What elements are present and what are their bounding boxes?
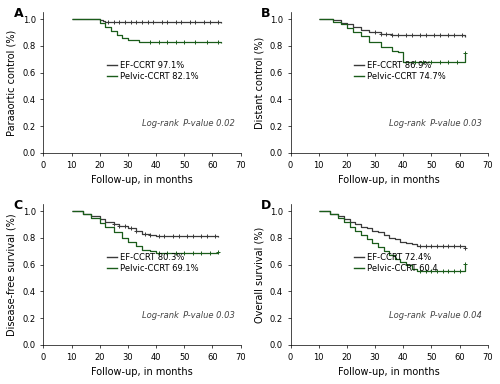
X-axis label: Follow-up, in months: Follow-up, in months — [91, 367, 193, 377]
Legend: EF-CCRT 72.4%, Pelvic-CCRT 60.4: EF-CCRT 72.4%, Pelvic-CCRT 60.4 — [354, 253, 438, 273]
Y-axis label: Distant control (%): Distant control (%) — [254, 36, 264, 129]
Text: Log-rank  P-value 0.04: Log-rank P-value 0.04 — [389, 311, 482, 319]
Text: Log-rank  P-value 0.02: Log-rank P-value 0.02 — [142, 119, 234, 127]
Text: C: C — [14, 199, 23, 212]
Y-axis label: Paraaortic control (%): Paraaortic control (%) — [7, 30, 17, 136]
Legend: EF-CCRT 80.3%, Pelvic-CCRT 69.1%: EF-CCRT 80.3%, Pelvic-CCRT 69.1% — [106, 253, 198, 273]
Text: D: D — [261, 199, 272, 212]
Legend: EF-CCRT 97.1%, Pelvic-CCRT 82.1%: EF-CCRT 97.1%, Pelvic-CCRT 82.1% — [106, 61, 198, 81]
X-axis label: Follow-up, in months: Follow-up, in months — [338, 367, 440, 377]
Legend: EF-CCRT 86.9%, Pelvic-CCRT 74.7%: EF-CCRT 86.9%, Pelvic-CCRT 74.7% — [354, 61, 446, 81]
X-axis label: Follow-up, in months: Follow-up, in months — [91, 175, 193, 185]
Text: B: B — [261, 7, 270, 20]
Text: A: A — [14, 7, 24, 20]
Y-axis label: Overall survival (%): Overall survival (%) — [254, 227, 264, 323]
Text: Log-rank  P-value 0.03: Log-rank P-value 0.03 — [142, 311, 234, 319]
Text: Log-rank  P-value 0.03: Log-rank P-value 0.03 — [389, 119, 482, 127]
X-axis label: Follow-up, in months: Follow-up, in months — [338, 175, 440, 185]
Y-axis label: Disease-free survival (%): Disease-free survival (%) — [7, 213, 17, 336]
